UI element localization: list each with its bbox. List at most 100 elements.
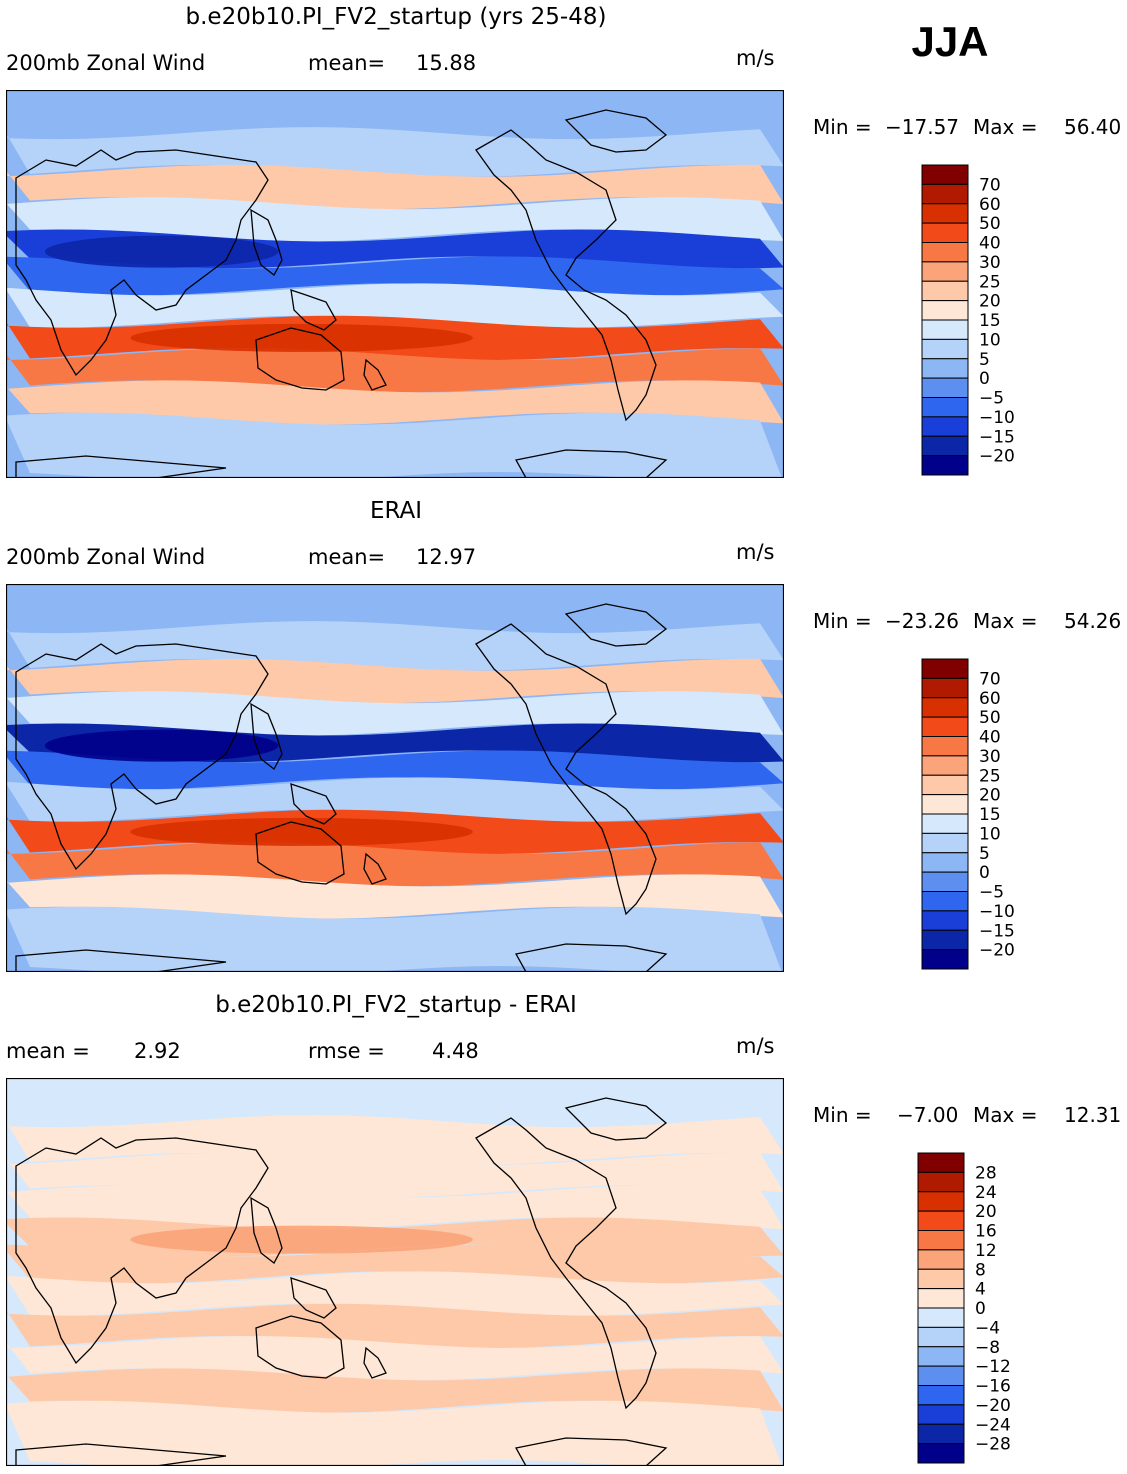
coastline [250, 702, 283, 770]
colorbar-swatch [921, 203, 969, 224]
map-frame [6, 1078, 784, 1466]
contour-band [6, 1303, 784, 1349]
coastline [475, 129, 657, 422]
jet-core [130, 817, 473, 846]
rmse-label: rmse = [308, 1039, 385, 1063]
colorbar-tick-label: 25 [979, 272, 1001, 292]
coastline [15, 949, 227, 972]
colorbar-swatch [917, 1288, 965, 1309]
jet-core [130, 1225, 473, 1254]
min-value: −7.00 [897, 1103, 959, 1127]
units-label: m/s [736, 540, 775, 564]
colorbar-swatch [921, 716, 969, 737]
colorbar-swatch [921, 416, 969, 437]
colorbar-tick-label: −24 [975, 1415, 1011, 1435]
colorbar-tick-label: 15 [979, 805, 1001, 825]
colorbar-tick-label: 24 [975, 1183, 997, 1203]
max-label: Max = [973, 609, 1038, 633]
panel-title: ERAI [369, 498, 423, 524]
colorbar-tick-label: 40 [979, 234, 1001, 254]
colorbar-swatch [917, 1152, 965, 1173]
contour-band [6, 750, 784, 790]
contour-band [6, 691, 784, 736]
units-label: m/s [736, 1034, 775, 1058]
colorbar-swatch [921, 183, 969, 205]
contour-band [6, 1115, 784, 1165]
coastline [564, 1097, 668, 1141]
colorbar-tick-label: −15 [979, 921, 1015, 941]
coastline [564, 603, 668, 647]
contour-band [6, 127, 784, 177]
max-label: Max = [973, 1103, 1038, 1127]
colorbar-swatch [921, 891, 969, 912]
colorbar-swatch [921, 261, 969, 282]
colorbar-tick-label: −10 [979, 902, 1015, 922]
contour-band [6, 874, 784, 919]
contour-band [6, 1368, 784, 1413]
coastline [290, 289, 337, 331]
colorbar-swatch [917, 1443, 965, 1464]
coastline [475, 623, 657, 916]
coastline [15, 455, 227, 478]
units-label: m/s [736, 46, 775, 70]
colorbar-tick-label: 15 [979, 311, 1001, 331]
colorbar-swatch [917, 1230, 965, 1251]
colorbar-swatch [921, 677, 969, 699]
diff-mean-value: 2.92 [134, 1039, 181, 1063]
diff-mean-label: mean = [6, 1039, 90, 1063]
colorbar-tick-label: 20 [979, 786, 1001, 806]
colorbar-tick-label: −16 [975, 1377, 1011, 1397]
colorbar-tick-label: −20 [979, 941, 1015, 961]
colorbar-tick-label: −28 [975, 1435, 1011, 1455]
variable-label: 200mb Zonal Wind [6, 545, 206, 569]
mean-value: 12.97 [416, 545, 477, 569]
contour-band [6, 1185, 784, 1230]
coastline [250, 1196, 283, 1264]
colorbar-swatch [921, 832, 969, 854]
coastline [514, 449, 668, 478]
map-panel-erai [6, 584, 784, 972]
colorbar-swatch [917, 1191, 965, 1212]
coastline [363, 852, 387, 885]
colorbar-tick-label: −10 [979, 408, 1015, 428]
mean-label: mean= [308, 545, 386, 569]
coastline [15, 643, 269, 871]
contour-band [6, 906, 782, 972]
colorbar-swatch [921, 852, 969, 873]
easterly-core [44, 729, 279, 762]
rmse-value: 4.48 [432, 1039, 479, 1063]
colorbar-tick-label: 10 [979, 824, 1001, 844]
colorbar-tick-label: 25 [979, 766, 1001, 786]
coastline [290, 783, 337, 825]
colorbar-tick-label: 28 [975, 1163, 997, 1183]
coastline [363, 358, 387, 391]
contour-band [6, 621, 784, 671]
colorbar-tick-label: 8 [975, 1260, 986, 1280]
contour-band [6, 90, 784, 140]
map-frame [6, 90, 784, 478]
coastline [255, 821, 345, 885]
colorbar-tick-label: 16 [975, 1222, 997, 1242]
contour-band [6, 380, 784, 425]
colorbar-tick-label: −20 [979, 447, 1015, 467]
variable-label: 200mb Zonal Wind [6, 51, 206, 75]
colorbar-swatch [921, 164, 969, 185]
panel-title: b.e20b10.PI_FV2_startup (yrs 25-48) [185, 4, 607, 30]
coastline [363, 1346, 387, 1379]
contour-band [6, 412, 782, 478]
colorbar-swatch [921, 280, 969, 302]
map-panel-model [6, 90, 784, 478]
colorbar-swatch [921, 658, 969, 679]
colorbar-tick-label: 20 [975, 1202, 997, 1222]
colorbar-tick-label: 0 [979, 369, 990, 389]
coastline [15, 149, 269, 377]
contour-band [6, 658, 784, 704]
colorbar-swatch [921, 929, 969, 951]
coastline [250, 208, 283, 276]
colorbar-tick-label: 0 [979, 863, 990, 883]
mean-value: 15.88 [416, 51, 477, 75]
colorbar-swatch [921, 813, 969, 834]
mean-label: mean= [308, 51, 386, 75]
